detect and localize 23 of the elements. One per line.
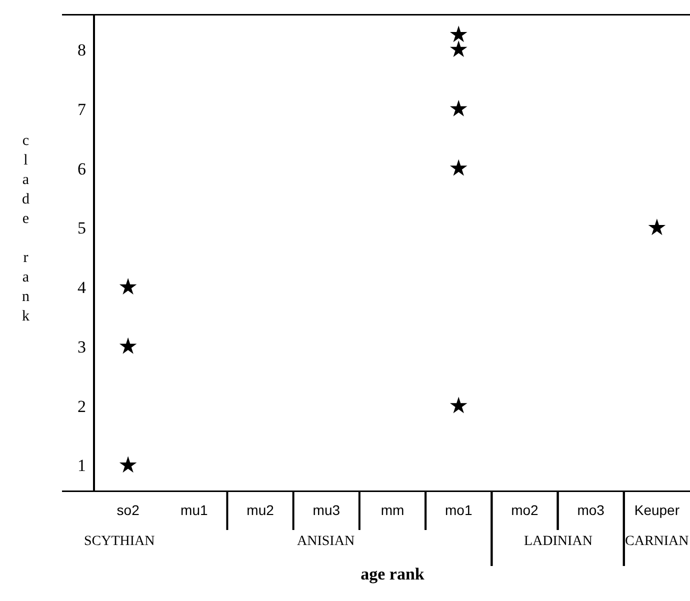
x-tick-label: mu2 — [246, 502, 274, 518]
text: LADINIAN — [524, 534, 592, 549]
x-tick-label: so2 — [116, 502, 140, 518]
y-tick-label: 4 — [78, 278, 86, 298]
y-tick-label: 3 — [78, 337, 86, 356]
y-tick-label: 6 — [78, 159, 86, 178]
y-tick-label: 2 — [78, 396, 86, 416]
text: CARNIAN — [625, 534, 689, 549]
y-tick-label: 1 — [78, 456, 86, 476]
text: ANISIAN — [297, 534, 355, 549]
x-tick-label: mm — [380, 502, 404, 518]
x-tick-label: mo3 — [577, 502, 605, 518]
x-axis-title: age rank — [360, 564, 425, 584]
x-tick-label: mo1 — [444, 502, 472, 518]
y-tick-label: 5 — [78, 218, 86, 238]
y-tick-label: 7 — [78, 100, 86, 119]
y-tick-label: 8 — [78, 40, 86, 60]
x-tick-label: mu3 — [312, 502, 340, 518]
x-tick-label: mo2 — [511, 502, 539, 518]
text: clade rank — [22, 133, 30, 324]
text: SCYTHIAN — [84, 534, 155, 549]
x-tick-label: Keuper — [634, 502, 680, 518]
x-tick-label: mu1 — [180, 502, 208, 518]
